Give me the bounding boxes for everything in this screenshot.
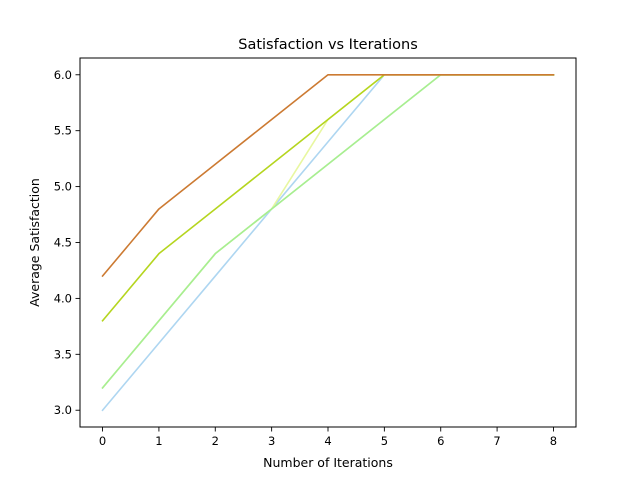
- y-tick-label: 5.0: [54, 180, 72, 194]
- series-layer: [101, 73, 555, 412]
- y-tick-label: 4.0: [54, 291, 72, 305]
- y-tick-label: 5.5: [54, 124, 72, 138]
- chart-title: Satisfaction vs Iterations: [238, 37, 418, 53]
- y-tick-label: 4.5: [54, 236, 72, 250]
- y-tick-label: 6.0: [54, 68, 72, 82]
- x-tick-label: 8: [550, 434, 557, 448]
- y-axis-ticks: 3.0 3.5 4.0 4.5 5.0 5.5 6.0: [54, 68, 80, 417]
- x-tick-label: 0: [99, 434, 106, 448]
- y-axis-label: Average Satisfaction: [27, 178, 42, 307]
- x-tick-label: 5: [381, 434, 388, 448]
- x-axis-label: Number of Iterations: [263, 455, 393, 470]
- y-tick-label: 3.0: [54, 403, 72, 417]
- x-tick-label: 2: [212, 434, 219, 448]
- x-tick-label: 7: [493, 434, 500, 448]
- series-line-6: [101, 73, 555, 278]
- x-tick-label: 1: [155, 434, 162, 448]
- x-tick-label: 3: [268, 434, 275, 448]
- y-tick-label: 3.5: [54, 347, 72, 361]
- x-tick-label: 6: [437, 434, 444, 448]
- x-axis-ticks: 0 1 2 3 4 5 6 7 8: [99, 427, 557, 448]
- x-tick-label: 4: [324, 434, 331, 448]
- plot-frame: [79, 57, 577, 428]
